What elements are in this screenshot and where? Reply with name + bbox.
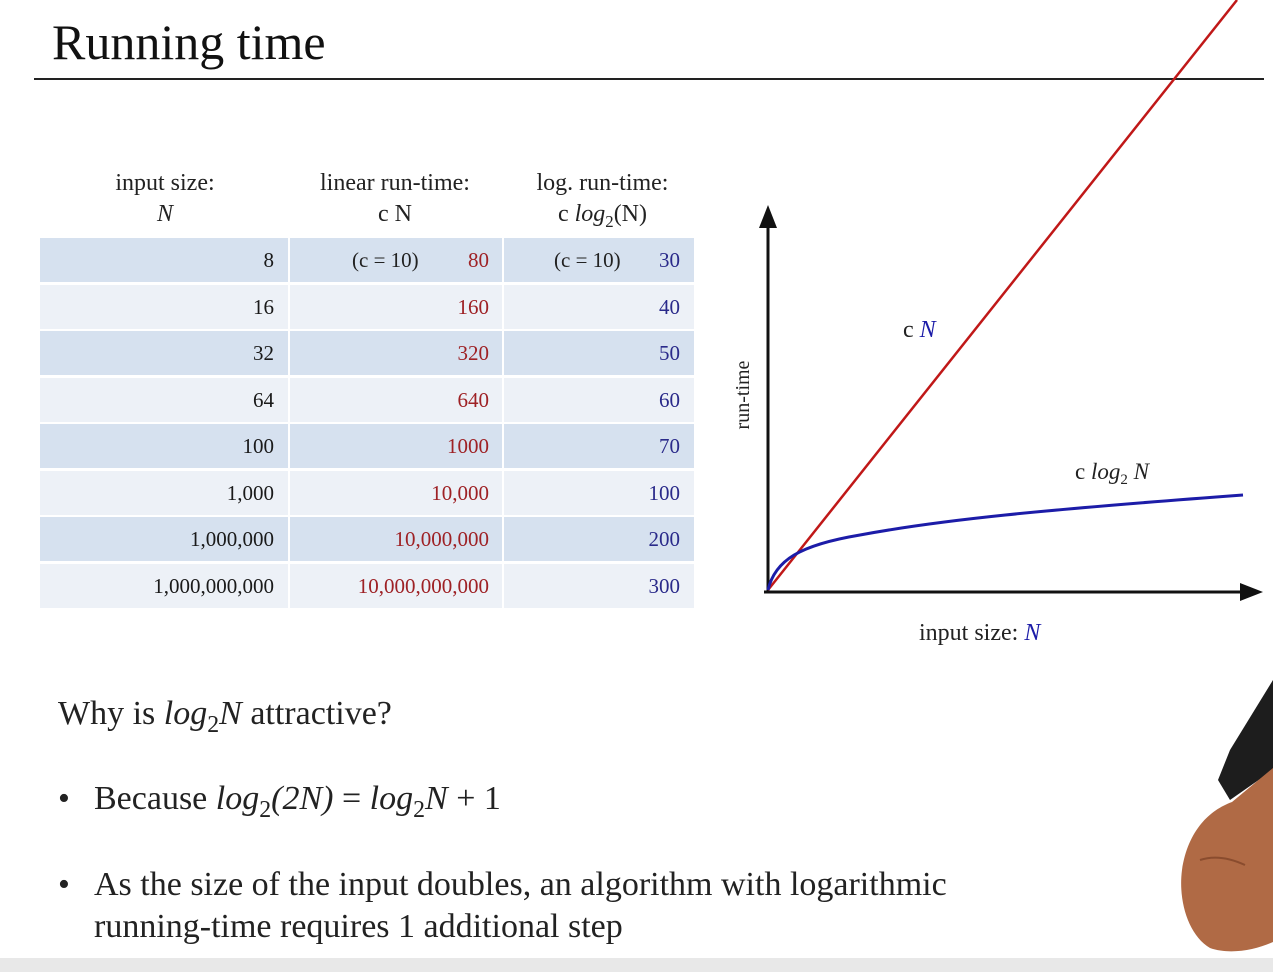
cell-linear: 10,000 <box>290 470 502 515</box>
table-row: 64 640 60 <box>40 377 694 425</box>
header-log-line2: c log2(N) <box>557 201 648 231</box>
question-text: Why is log2N attractive? <box>58 695 392 738</box>
cell-log: 70 <box>504 424 694 468</box>
header-linear: linear run-time: c N <box>290 168 500 230</box>
log-curve <box>766 493 1244 591</box>
x-axis-label: input size: N <box>919 620 1042 646</box>
table-row: 8 80 30 <box>40 238 694 285</box>
cell-input-size: 64 <box>40 377 288 422</box>
cell-input-size: 16 <box>40 284 288 329</box>
video-footer-bar <box>0 958 1273 972</box>
y-axis-label: run-time <box>732 360 754 429</box>
presenter-shirt <box>1218 680 1273 800</box>
c-note-log: (c = 10) <box>554 248 621 272</box>
table-row: 1,000,000 10,000,000 200 <box>40 517 694 564</box>
header-log: log. run-time: c log2(N) <box>510 168 695 237</box>
presenter-hand-shadow <box>1199 856 1246 866</box>
slide-title: Running time <box>52 14 326 70</box>
table-row: 100 1000 70 <box>40 424 694 471</box>
cell-log: 300 <box>504 563 694 608</box>
table-row: 1,000,000,000 10,000,000,000 300 <box>40 563 694 611</box>
x-axis-arrowhead <box>1240 583 1263 601</box>
bullet-dot: • <box>58 866 70 903</box>
presenter-video <box>1181 680 1273 952</box>
header-input-size-line1: input size: <box>115 170 215 196</box>
cell-linear: 640 <box>290 377 502 422</box>
bullet-doubling-line2: running-time requires 1 additional step <box>94 908 623 945</box>
cell-log: 40 <box>504 284 694 329</box>
cell-log: 60 <box>504 377 694 422</box>
table-row: 32 320 50 <box>40 331 694 378</box>
cell-linear: 160 <box>290 284 502 329</box>
cell-input-size: 1,000,000,000 <box>40 563 288 608</box>
linear-curve-label: c N <box>903 317 938 343</box>
cell-linear: 1000 <box>290 424 502 468</box>
cell-log: 100 <box>504 470 694 515</box>
cell-input-size: 1,000 <box>40 470 288 515</box>
cell-input-size: 1,000,000 <box>40 517 288 561</box>
bullet-doubling-line1: As the size of the input doubles, an alg… <box>94 866 947 903</box>
c-note-linear: (c = 10) <box>352 248 419 272</box>
cell-log: 50 <box>504 331 694 375</box>
header-linear-line1: linear run-time: <box>320 170 470 196</box>
cell-linear: 10,000,000,000 <box>290 563 502 608</box>
cell-input-size: 100 <box>40 424 288 468</box>
header-input-size-line2: N <box>156 201 173 227</box>
linear-curve <box>767 0 1238 591</box>
cell-linear: 10,000,000 <box>290 517 502 561</box>
header-input-size: input size: N <box>90 168 240 230</box>
log-curve-label: c log2 N <box>1075 459 1151 488</box>
cell-linear: 320 <box>290 331 502 375</box>
runtime-table: 8 80 30 16 160 40 32 320 50 64 640 60 100 1000 70 1,000… <box>40 238 694 610</box>
table-row: 1,000 10,000 100 <box>40 470 694 518</box>
bullet-because-text: Because log2(2N) = log2N + 1 <box>94 780 501 823</box>
title-divider <box>34 78 1264 80</box>
table-row: 16 160 40 <box>40 284 694 332</box>
bullet-dot: • <box>58 780 70 817</box>
y-axis-arrowhead <box>759 205 777 228</box>
cell-input-size: 8 <box>40 238 288 282</box>
cell-input-size: 32 <box>40 331 288 375</box>
cell-log: 30 <box>504 238 694 282</box>
cell-log: 200 <box>504 517 694 561</box>
header-log-line1: log. run-time: <box>536 170 669 196</box>
cell-linear: 80 <box>290 238 502 282</box>
header-linear-line2: c N <box>378 201 412 227</box>
